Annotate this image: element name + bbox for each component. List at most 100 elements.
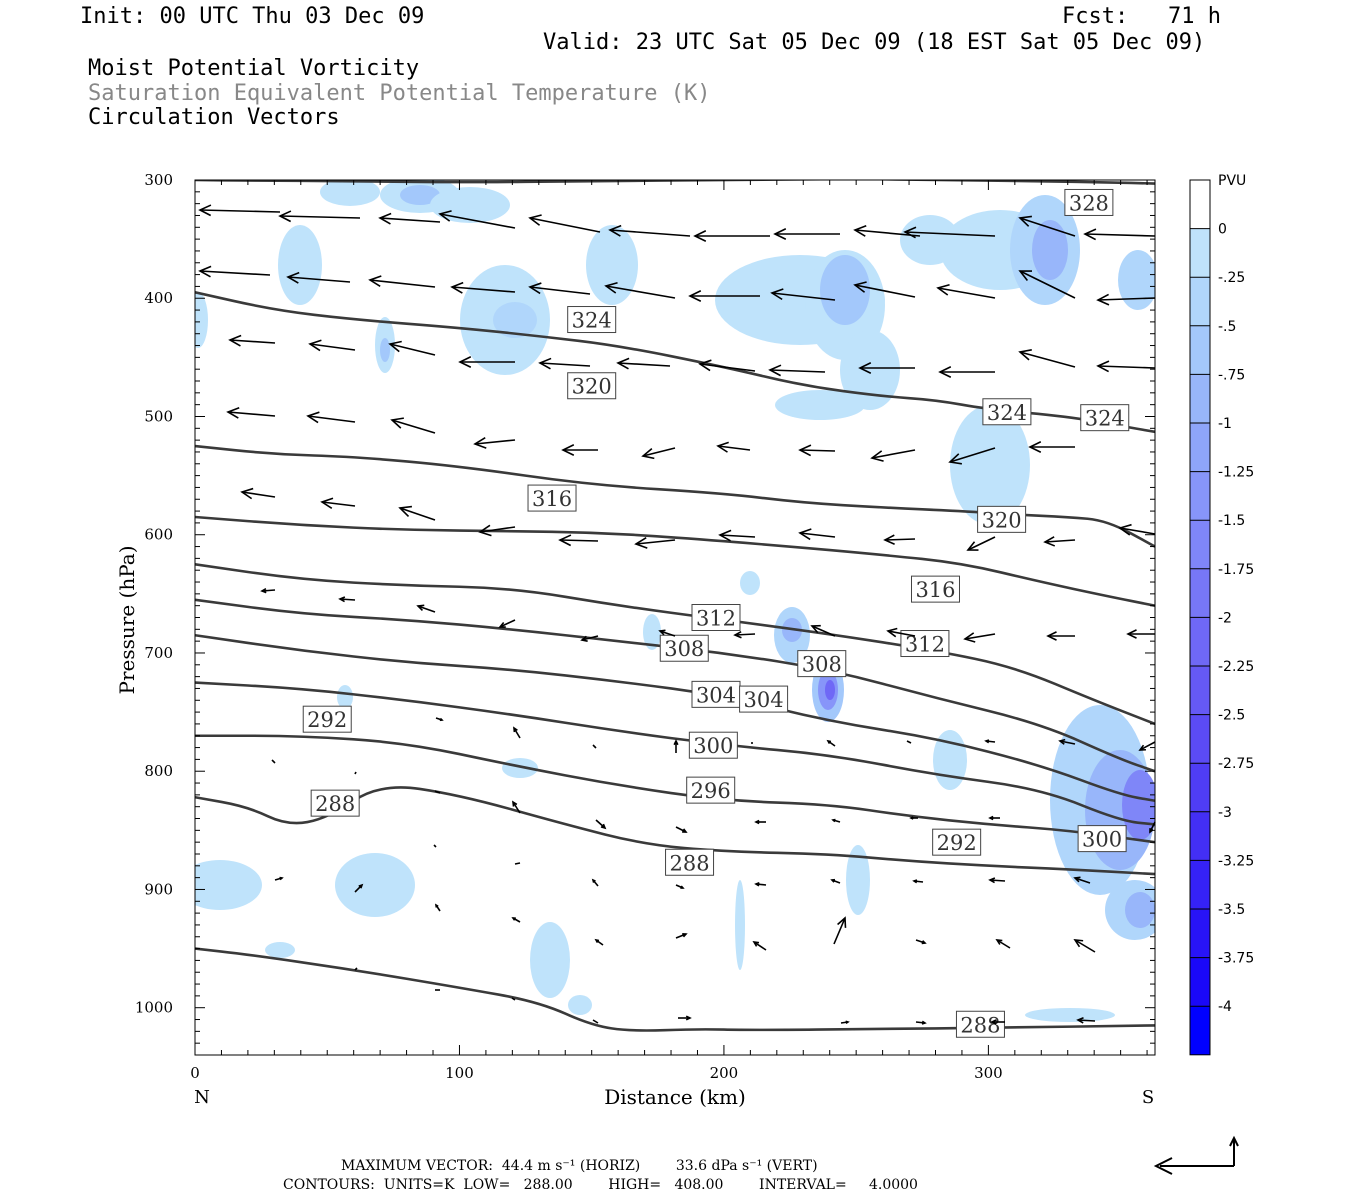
colorbar-label: -2.75 <box>1218 756 1254 772</box>
vector-shaft <box>989 879 1006 882</box>
contour-label-308: 308 <box>659 634 709 662</box>
vector-head <box>286 271 300 284</box>
circulation-vector <box>830 878 841 884</box>
contour-label-box <box>982 398 1032 426</box>
vector-shaft <box>354 967 358 971</box>
contour-labels: 328 324 324 324 320 320 316 316 312 312 308 308 304 3… <box>302 188 1130 1038</box>
vector-head <box>1096 360 1110 373</box>
vector-head <box>680 885 685 889</box>
contour-label-box <box>1077 825 1127 853</box>
contour-label-300: 300 <box>688 731 738 759</box>
vector-head <box>511 917 516 921</box>
contour-label-text: 312 <box>696 607 736 631</box>
vector-shaft <box>451 286 516 293</box>
vector-shaft <box>199 209 281 213</box>
contour-label-box <box>659 634 709 662</box>
circulation-vector <box>675 884 685 889</box>
x-right-end-label: S <box>1142 1087 1154 1108</box>
circulation-vector <box>984 739 996 744</box>
vector-shaft <box>433 844 437 848</box>
contour-label-312: 312 <box>691 604 741 631</box>
vector-head <box>886 627 898 638</box>
circulation-vector <box>438 210 516 229</box>
vector-head <box>198 204 212 217</box>
circulation-vector <box>773 228 840 240</box>
y-tick-label: 400 <box>144 289 173 307</box>
circulation-vector <box>390 417 436 434</box>
circulation-vector <box>198 204 281 217</box>
contour-label-316: 316 <box>910 575 960 603</box>
contour-label-292: 292 <box>932 828 982 856</box>
contour-label-text: 304 <box>744 688 784 712</box>
contour-label-292: 292 <box>302 705 352 733</box>
vector-shaft <box>511 997 516 1001</box>
colorbar-label: -.75 <box>1218 367 1245 383</box>
vector-shaft <box>967 536 996 551</box>
circulation-vector <box>1118 523 1156 536</box>
pv-colorbar: 0 -.25 -.5 -.75 -1 -1.25 -1.5 -1.75 -2 -2.25 -2.5 -… <box>1189 179 1254 1056</box>
contour-label-box <box>665 848 715 876</box>
circulation-vector <box>948 447 996 465</box>
contour-label-box <box>691 680 741 708</box>
vector-shaft <box>871 449 916 459</box>
contour-label-text: 288 <box>960 1013 1000 1037</box>
contour-label-288: 288 <box>310 789 360 817</box>
vector-head <box>770 288 784 301</box>
vector-head <box>616 357 630 370</box>
vector-shaft <box>417 605 436 613</box>
vector-shaft <box>753 941 767 951</box>
vector-head <box>1083 228 1097 241</box>
circulation-vector <box>228 334 276 347</box>
field-title-pv: Moist Potential Vorticity <box>88 56 420 81</box>
vector-head <box>1028 441 1042 453</box>
vector-shaft <box>799 532 836 538</box>
vector-head <box>773 228 787 240</box>
vector-head <box>733 630 742 639</box>
vector-head <box>1018 349 1032 361</box>
circulation-vector <box>513 726 521 739</box>
vector-head <box>388 340 402 353</box>
contour-label-box <box>302 705 352 733</box>
circulation-vector <box>1083 228 1156 241</box>
contour-label-text: 320 <box>982 508 1022 532</box>
circulation-vector <box>434 790 441 794</box>
colorbar-swatch <box>1190 277 1210 326</box>
contour-292 <box>195 786 1155 876</box>
colorbar-label: -3 <box>1218 805 1232 821</box>
circulation-vector <box>434 903 441 912</box>
vector-head <box>903 226 917 239</box>
circulation-vector <box>514 862 521 865</box>
circulation-vector <box>478 524 516 537</box>
vector-head <box>870 450 884 462</box>
vector-shaft <box>399 507 436 521</box>
circulation-vector <box>826 739 836 747</box>
vector-shaft <box>659 630 676 637</box>
contour-320 <box>195 444 1155 548</box>
contour-label-box <box>567 372 617 400</box>
contour-label-text: 292 <box>937 831 977 855</box>
vector-head <box>478 524 492 537</box>
circulation-vector <box>693 230 770 242</box>
contour-label-288: 288 <box>665 848 715 876</box>
vector-head <box>458 356 472 368</box>
y-axis-label: Pressure (hPa) <box>115 546 139 695</box>
contour-label-text: 288 <box>315 792 355 816</box>
vector-shaft <box>261 589 276 592</box>
vector-shaft <box>229 339 276 344</box>
circulation-vector <box>1028 441 1075 453</box>
colorbar-swatch <box>1190 180 1210 229</box>
circulation-vector <box>1018 215 1076 237</box>
circulation-vector <box>450 281 516 294</box>
vector-shaft <box>309 343 356 351</box>
vector-head <box>439 717 444 722</box>
circulation-vector <box>698 359 756 372</box>
pv-shading <box>195 180 1155 1022</box>
circulation-vector <box>1073 939 1096 953</box>
vector-head <box>538 357 552 370</box>
circulation-vector <box>906 740 912 744</box>
colorbar-swatch <box>1190 860 1210 909</box>
vector-head <box>1073 939 1084 948</box>
circulation-vector <box>903 226 996 239</box>
vector-head <box>853 225 867 237</box>
circulation-vector <box>306 411 356 424</box>
